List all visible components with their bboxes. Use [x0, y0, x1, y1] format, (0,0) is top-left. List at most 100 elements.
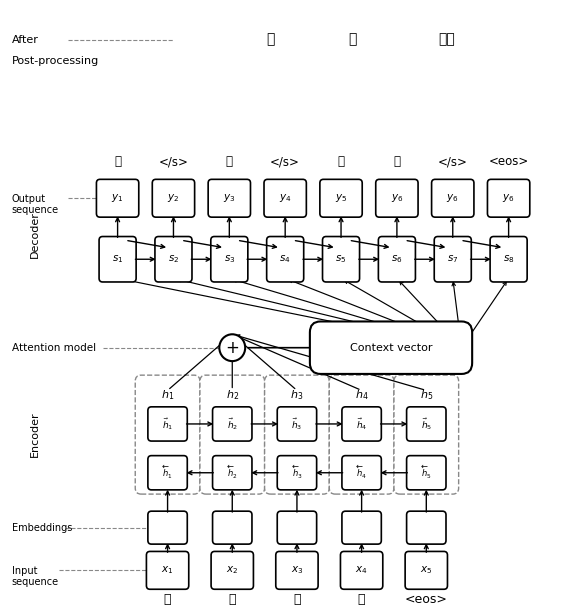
Text: 我: 我 [114, 155, 121, 168]
FancyBboxPatch shape [277, 456, 316, 490]
Text: $y_6$: $y_6$ [390, 192, 403, 204]
FancyBboxPatch shape [211, 237, 248, 282]
Text: </s>: </s> [270, 155, 300, 168]
FancyBboxPatch shape [490, 237, 527, 282]
Text: $s_8$: $s_8$ [503, 253, 514, 265]
Text: Context vector: Context vector [350, 343, 432, 353]
FancyBboxPatch shape [342, 511, 382, 544]
FancyBboxPatch shape [200, 375, 265, 494]
FancyBboxPatch shape [310, 321, 472, 374]
Text: $h_5$: $h_5$ [420, 389, 433, 402]
Text: $\overleftarrow{h}_5$: $\overleftarrow{h}_5$ [421, 464, 432, 481]
FancyBboxPatch shape [99, 237, 136, 282]
FancyBboxPatch shape [96, 179, 139, 217]
Text: 爱: 爱 [349, 33, 357, 46]
FancyBboxPatch shape [264, 179, 306, 217]
FancyBboxPatch shape [320, 179, 362, 217]
Text: $\vec{h}_2$: $\vec{h}_2$ [226, 416, 238, 432]
Text: 我: 我 [164, 592, 171, 606]
FancyBboxPatch shape [379, 237, 416, 282]
Text: $s_7$: $s_7$ [447, 253, 459, 265]
Text: $h_4$: $h_4$ [355, 389, 369, 402]
Text: $s_2$: $s_2$ [168, 253, 179, 265]
Text: $\overleftarrow{h}_3$: $\overleftarrow{h}_3$ [292, 464, 302, 481]
Text: 爱: 爱 [226, 155, 233, 168]
FancyBboxPatch shape [266, 237, 303, 282]
Text: 天: 天 [358, 592, 365, 606]
Text: $\overleftarrow{h}_1$: $\overleftarrow{h}_1$ [162, 464, 173, 481]
Text: 爱: 爱 [229, 592, 236, 606]
Text: $s_6$: $s_6$ [391, 253, 403, 265]
Text: <eos>: <eos> [489, 155, 529, 168]
Text: $\vec{h}_3$: $\vec{h}_3$ [291, 416, 303, 432]
FancyBboxPatch shape [406, 511, 446, 544]
Text: $\overleftarrow{h}_2$: $\overleftarrow{h}_2$ [227, 464, 238, 481]
FancyBboxPatch shape [276, 551, 318, 589]
Text: Decoder: Decoder [30, 212, 41, 258]
FancyBboxPatch shape [487, 179, 530, 217]
Text: Output
sequence: Output sequence [12, 193, 59, 215]
Text: $\vec{h}_4$: $\vec{h}_4$ [356, 416, 368, 432]
Text: $y_1$: $y_1$ [111, 192, 124, 204]
FancyBboxPatch shape [277, 407, 316, 441]
Text: $x_1$: $x_1$ [161, 564, 174, 576]
Text: $y_6$: $y_6$ [446, 192, 459, 204]
FancyBboxPatch shape [342, 407, 382, 441]
FancyBboxPatch shape [406, 407, 446, 441]
FancyBboxPatch shape [146, 551, 189, 589]
Text: $x_4$: $x_4$ [355, 564, 368, 576]
FancyBboxPatch shape [277, 511, 316, 544]
Text: $x_3$: $x_3$ [290, 564, 303, 576]
FancyBboxPatch shape [376, 179, 418, 217]
Text: $s_4$: $s_4$ [279, 253, 291, 265]
Text: 夏天: 夏天 [439, 33, 455, 46]
Text: Embeddings: Embeddings [12, 523, 72, 533]
Text: $s_5$: $s_5$ [335, 253, 347, 265]
Text: $h_1$: $h_1$ [161, 389, 174, 402]
Text: Encoder: Encoder [30, 412, 41, 458]
FancyBboxPatch shape [406, 456, 446, 490]
Text: $y_5$: $y_5$ [335, 192, 347, 204]
FancyBboxPatch shape [212, 456, 252, 490]
FancyBboxPatch shape [212, 511, 252, 544]
Text: 我: 我 [266, 33, 275, 46]
Text: $\vec{h}_1$: $\vec{h}_1$ [162, 416, 173, 432]
FancyBboxPatch shape [148, 407, 187, 441]
Text: 夏: 夏 [338, 155, 345, 168]
Text: After: After [12, 35, 39, 45]
FancyBboxPatch shape [340, 551, 383, 589]
Text: $s_3$: $s_3$ [223, 253, 235, 265]
FancyBboxPatch shape [135, 375, 200, 494]
Text: $y_3$: $y_3$ [223, 192, 236, 204]
FancyBboxPatch shape [432, 179, 474, 217]
Text: $x_5$: $x_5$ [420, 564, 432, 576]
Text: <eos>: <eos> [405, 592, 447, 606]
Text: +: + [225, 339, 239, 357]
Text: Post-processing: Post-processing [12, 56, 99, 66]
FancyBboxPatch shape [208, 179, 250, 217]
FancyBboxPatch shape [434, 237, 472, 282]
FancyBboxPatch shape [148, 456, 187, 490]
Text: $y_4$: $y_4$ [279, 192, 292, 204]
Text: $s_1$: $s_1$ [112, 253, 123, 265]
FancyBboxPatch shape [212, 407, 252, 441]
FancyBboxPatch shape [211, 551, 253, 589]
Circle shape [219, 334, 245, 361]
FancyBboxPatch shape [405, 551, 447, 589]
Text: $y_2$: $y_2$ [168, 192, 179, 204]
FancyBboxPatch shape [148, 511, 187, 544]
FancyBboxPatch shape [265, 375, 329, 494]
Text: $h_3$: $h_3$ [290, 389, 303, 402]
Text: Attention model: Attention model [12, 343, 96, 353]
Text: $h_2$: $h_2$ [226, 389, 239, 402]
FancyBboxPatch shape [322, 237, 359, 282]
Text: </s>: </s> [438, 155, 467, 168]
FancyBboxPatch shape [394, 375, 459, 494]
Text: 天: 天 [393, 155, 400, 168]
Text: $\overleftarrow{h}_4$: $\overleftarrow{h}_4$ [356, 464, 367, 481]
FancyBboxPatch shape [155, 237, 192, 282]
Text: 夏: 夏 [293, 592, 300, 606]
Text: $y_6$: $y_6$ [502, 192, 515, 204]
Text: </s>: </s> [159, 155, 188, 168]
Text: $\vec{h}_5$: $\vec{h}_5$ [420, 416, 432, 432]
